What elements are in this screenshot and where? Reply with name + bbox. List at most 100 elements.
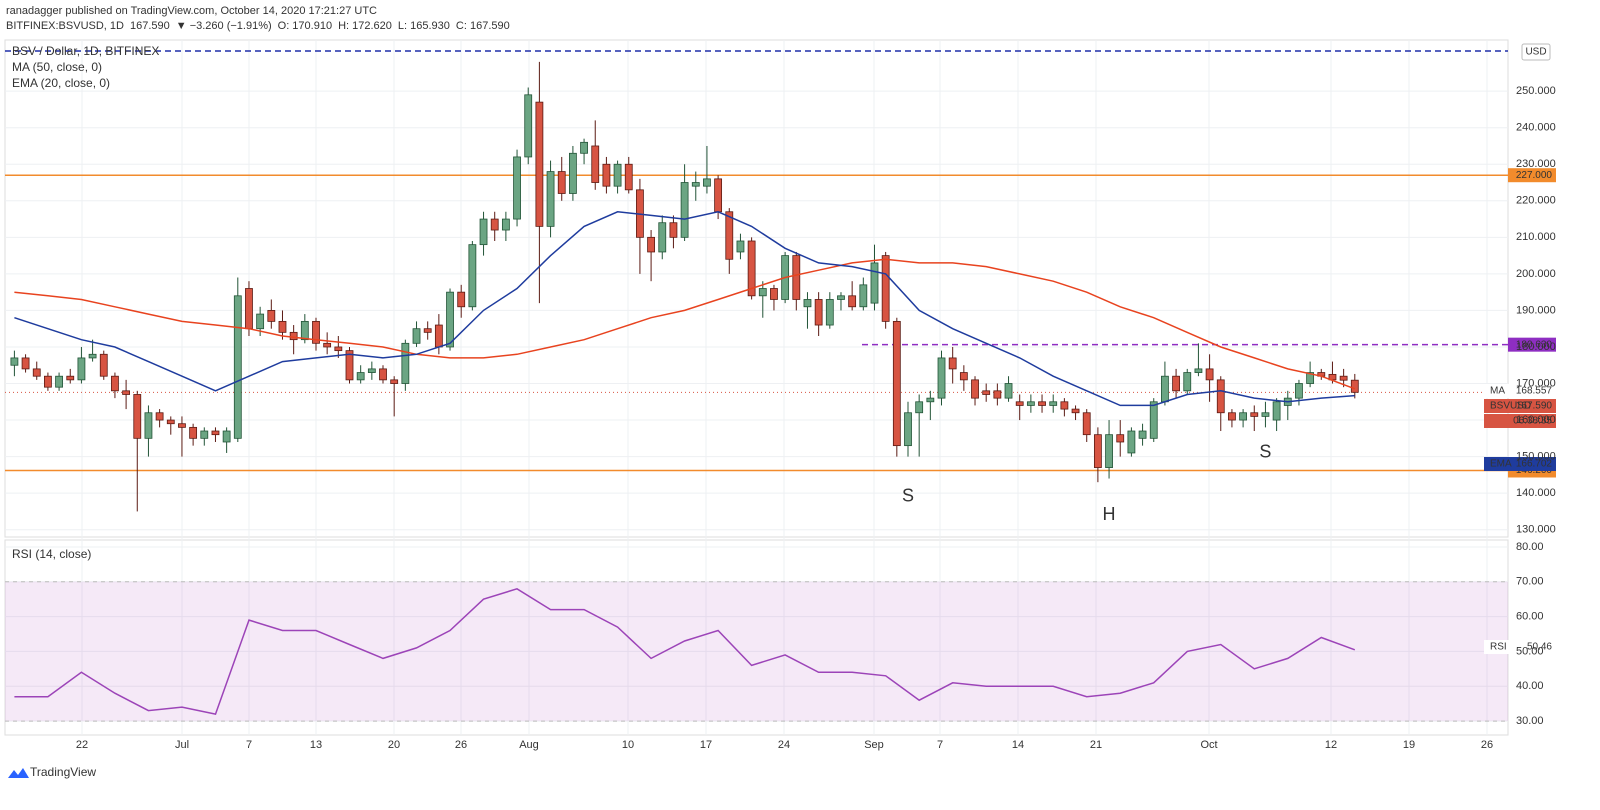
candle-body <box>591 145 600 183</box>
ohlc: L: 165.930 <box>398 20 450 32</box>
candle-body <box>55 375 63 388</box>
candle-body <box>412 328 421 344</box>
currency-box[interactable] <box>1521 43 1551 61</box>
candle-body <box>837 295 845 300</box>
x-tick-label: 19 <box>1403 739 1415 751</box>
candle-body <box>1060 401 1069 410</box>
x-tick-label: 7 <box>937 739 943 751</box>
candle-body <box>1161 375 1169 403</box>
candle-body <box>725 211 734 260</box>
candle-body <box>848 295 857 308</box>
x-tick-label: 17 <box>700 739 712 751</box>
x-tick-label: 10 <box>622 739 634 751</box>
candle-body <box>1306 372 1315 384</box>
candle-body <box>300 320 309 341</box>
axis-tag-value: 50.46 <box>1527 642 1552 653</box>
candle-body <box>312 320 320 344</box>
candle-body <box>1194 368 1203 373</box>
candle-body <box>1295 383 1303 399</box>
candle-body <box>144 412 153 439</box>
candle-body <box>1272 401 1281 421</box>
y-tick-label: 130.000 <box>1516 524 1556 536</box>
candle-body <box>1228 412 1236 421</box>
level-label: 180.630 <box>1516 339 1553 350</box>
candle-body <box>1026 401 1035 406</box>
candle-body <box>155 412 164 421</box>
level-label: 227.000 <box>1516 170 1553 181</box>
brand: TradingView <box>30 765 96 779</box>
legend-ma: MA (50, close, 0) <box>12 60 102 74</box>
candle-body <box>736 240 745 253</box>
legend-ema: EMA (20, close, 0) <box>12 76 110 90</box>
axis-tag <box>1484 399 1556 413</box>
x-tick-label: 21 <box>1090 739 1102 751</box>
axis-tag-name: EMA <box>1490 459 1512 470</box>
axis-tag-value: 166.702 <box>1516 459 1553 470</box>
candle-body <box>747 240 756 297</box>
y-tick-label: 150.000 <box>1516 451 1556 463</box>
candle-body <box>133 394 142 439</box>
y-tick-label: 190.000 <box>1516 304 1556 316</box>
candle-body <box>1105 434 1113 468</box>
rsi-band <box>5 581 1508 722</box>
candle-body <box>524 94 533 158</box>
candle-body <box>959 372 968 381</box>
candle-body <box>535 101 544 227</box>
rsi-tick-label: 30.00 <box>1516 715 1544 727</box>
candle-body <box>32 368 41 377</box>
candle-body <box>647 236 655 253</box>
candle-body <box>390 379 399 384</box>
rsi-tick-label: 80.00 <box>1516 541 1544 553</box>
rsi-tick-label: 70.00 <box>1516 576 1544 588</box>
candle-body <box>1138 430 1147 439</box>
candle-body <box>691 182 700 187</box>
candle-body <box>356 372 365 381</box>
candle-body <box>669 222 678 238</box>
x-tick-label: Oct <box>1200 739 1217 751</box>
candle-body <box>892 320 901 447</box>
axis-tag-name: MA <box>1490 386 1505 397</box>
candle-body <box>881 255 890 322</box>
candle-body <box>971 379 979 399</box>
candle-body <box>44 375 52 388</box>
candle-body <box>1250 412 1259 417</box>
candle-body <box>323 342 332 348</box>
candle-body <box>870 262 879 304</box>
candle-body <box>189 426 198 439</box>
x-tick-label: Sep <box>864 739 884 751</box>
candle-body <box>658 222 667 253</box>
candle-body <box>1071 408 1080 414</box>
candle-body <box>401 342 410 384</box>
candle-body <box>21 357 30 370</box>
axis-tag <box>1484 384 1556 398</box>
x-tick-label: 26 <box>455 739 467 751</box>
candle-body <box>1093 434 1102 468</box>
candle-body <box>111 375 119 392</box>
y-tick-label: 170.000 <box>1516 377 1556 389</box>
y-tick-label: 140.000 <box>1516 487 1556 499</box>
candle-body <box>792 255 801 300</box>
candle-body <box>1004 383 1013 399</box>
candle-body <box>703 178 711 187</box>
candle-body <box>624 163 633 191</box>
candle-body <box>926 397 935 403</box>
axis-tag-name: BSVUSD <box>1490 401 1531 412</box>
indicator-line <box>14 211 1355 407</box>
x-tick-label: 20 <box>388 739 400 751</box>
last-price: 167.590 <box>130 20 170 32</box>
axis-tag <box>1484 457 1556 471</box>
candle-body <box>569 152 577 194</box>
candle-body <box>602 163 611 187</box>
candle-body <box>1339 375 1348 381</box>
candle-body <box>178 423 186 428</box>
indicator-line <box>14 258 1356 390</box>
candle-body <box>904 412 912 447</box>
legend-title: BSV / Dollar, 1D, BITFINEX <box>12 44 159 58</box>
candle-body <box>267 310 276 322</box>
candle-body <box>803 299 812 308</box>
candle-body <box>1350 379 1359 393</box>
candle-body <box>580 141 588 154</box>
candle-body <box>557 171 566 194</box>
rsi-tick-label: 50.00 <box>1516 645 1544 657</box>
